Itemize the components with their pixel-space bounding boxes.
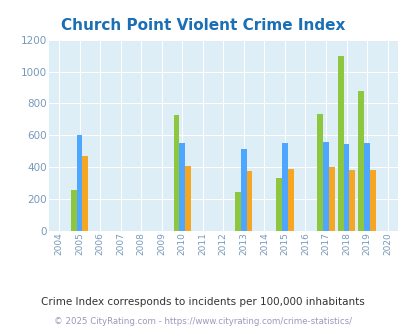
Bar bbox=[71, 189, 77, 231]
Bar bbox=[234, 192, 241, 231]
Bar bbox=[246, 171, 252, 231]
Bar bbox=[185, 166, 190, 231]
Bar bbox=[337, 55, 343, 231]
Bar bbox=[358, 91, 363, 231]
Bar bbox=[363, 143, 369, 231]
Bar bbox=[173, 115, 179, 231]
Bar bbox=[328, 167, 334, 231]
Bar bbox=[77, 135, 82, 231]
Bar bbox=[241, 149, 246, 231]
Text: © 2025 CityRating.com - https://www.cityrating.com/crime-statistics/: © 2025 CityRating.com - https://www.city… bbox=[54, 317, 351, 326]
Text: Church Point Violent Crime Index: Church Point Violent Crime Index bbox=[61, 18, 344, 33]
Bar bbox=[179, 143, 185, 231]
Bar bbox=[281, 143, 287, 231]
Text: Crime Index corresponds to incidents per 100,000 inhabitants: Crime Index corresponds to incidents per… bbox=[41, 297, 364, 307]
Bar bbox=[276, 178, 281, 231]
Bar bbox=[369, 170, 375, 231]
Bar bbox=[343, 144, 349, 231]
Bar bbox=[349, 170, 354, 231]
Bar bbox=[287, 169, 293, 231]
Bar bbox=[317, 114, 322, 231]
Bar bbox=[322, 142, 328, 231]
Bar bbox=[82, 156, 88, 231]
